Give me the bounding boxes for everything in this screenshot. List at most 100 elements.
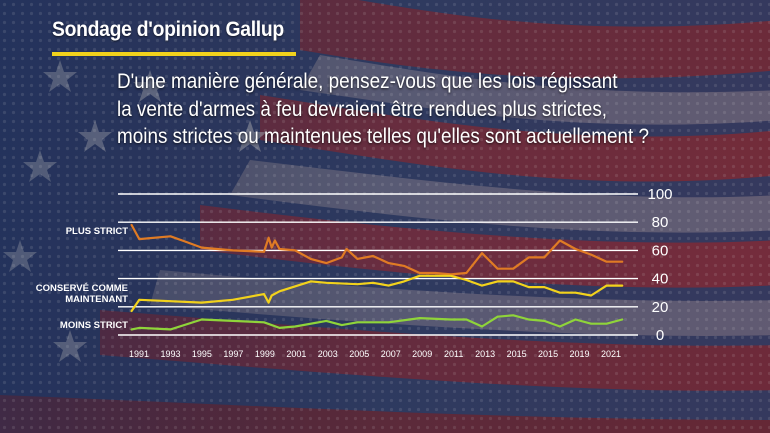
- data-point: [403, 280, 406, 283]
- data-point: [465, 279, 468, 281]
- y-tick-label: 40: [652, 271, 669, 288]
- data-point: [231, 249, 234, 252]
- x-tick-label: 1997: [223, 349, 243, 359]
- data-point: [574, 318, 577, 321]
- data-point: [345, 248, 348, 250]
- question-line: moins strictes ou maintenues telles qu'e…: [117, 125, 650, 148]
- data-point: [559, 291, 561, 294]
- data-point: [267, 236, 270, 239]
- y-tick-label: 20: [652, 299, 669, 316]
- data-point: [605, 284, 608, 287]
- data-point: [294, 325, 297, 328]
- y-tick-label: 80: [652, 214, 669, 231]
- x-tick-label: 2013: [475, 349, 495, 359]
- data-point: [216, 248, 219, 250]
- x-tick-label: 2001: [286, 349, 306, 359]
- x-tick-label: 2015: [538, 349, 558, 359]
- data-point: [418, 317, 421, 319]
- series-label: PLUS STRICT: [66, 226, 128, 237]
- x-tick-label: 2021: [601, 349, 621, 359]
- series-1: [130, 274, 624, 313]
- data-point: [263, 250, 265, 253]
- data-point: [356, 257, 359, 260]
- data-point: [543, 286, 546, 288]
- series-label: MAINTENANT: [65, 294, 128, 305]
- series-lines: [130, 223, 624, 331]
- data-point: [278, 290, 281, 293]
- data-point: [574, 248, 577, 250]
- data-point: [434, 274, 437, 277]
- series-line: [130, 314, 624, 331]
- data-point: [543, 256, 546, 259]
- data-point: [278, 327, 281, 329]
- data-point: [372, 281, 374, 284]
- data-point: [590, 253, 592, 256]
- data-point: [465, 272, 468, 274]
- series-label: MOINS STRICT: [60, 320, 128, 331]
- data-point: [496, 315, 499, 318]
- y-tick-label: 100: [647, 186, 672, 203]
- data-point: [138, 327, 141, 329]
- data-point: [527, 256, 530, 259]
- data-point: [372, 255, 374, 257]
- data-point: [325, 320, 328, 322]
- data-point: [263, 321, 265, 324]
- series-label: CONSERVÉ COMME: [36, 283, 128, 294]
- data-point: [621, 260, 624, 263]
- data-point: [325, 281, 328, 284]
- data-point: [130, 224, 133, 226]
- data-point: [387, 284, 390, 287]
- data-point: [169, 328, 172, 331]
- data-point: [465, 318, 468, 321]
- data-point: [559, 325, 561, 328]
- data-point: [527, 318, 530, 321]
- data-point: [130, 310, 133, 312]
- data-point: [418, 274, 421, 277]
- data-point: [621, 284, 624, 287]
- data-point: [387, 321, 390, 324]
- data-point: [200, 318, 203, 321]
- data-point: [481, 325, 483, 328]
- data-point: [270, 294, 273, 297]
- data-point: [512, 267, 515, 270]
- data-point: [605, 260, 608, 263]
- data-point: [449, 274, 452, 277]
- x-tick-label: 2003: [318, 349, 338, 359]
- data-point: [543, 320, 546, 322]
- data-point: [267, 301, 270, 304]
- data-point: [387, 262, 390, 264]
- data-point: [273, 239, 276, 242]
- data-point: [294, 249, 297, 252]
- data-point: [403, 265, 406, 267]
- series-2: [130, 314, 624, 331]
- series-line: [130, 274, 624, 313]
- data-point: [621, 318, 624, 321]
- series-0: [130, 223, 624, 276]
- data-point: [185, 241, 187, 243]
- x-tick-label: 2005: [349, 349, 369, 359]
- data-point: [309, 257, 312, 260]
- data-point: [356, 283, 359, 286]
- source-tag-underline: [52, 52, 296, 56]
- data-point: [309, 280, 312, 283]
- data-point: [512, 314, 515, 317]
- data-point: [130, 328, 133, 331]
- data-point: [231, 320, 234, 322]
- data-point: [590, 322, 592, 325]
- data-point: [527, 286, 530, 288]
- data-point: [340, 324, 343, 327]
- x-axis-ticks: 1991 1993 1995 1997 1999 2001 2003 2005 2007 2009…: [129, 349, 621, 359]
- data-point: [200, 246, 203, 249]
- data-point: [169, 300, 172, 303]
- data-point: [138, 298, 141, 301]
- data-point: [270, 246, 273, 249]
- data-point: [231, 298, 234, 301]
- data-point: [496, 267, 499, 270]
- data-point: [605, 322, 608, 325]
- x-tick-label: 2007: [381, 349, 401, 359]
- data-point: [278, 248, 281, 250]
- data-point: [138, 238, 141, 241]
- y-axis-ticks: 0 20 40 60 80 100: [647, 186, 672, 344]
